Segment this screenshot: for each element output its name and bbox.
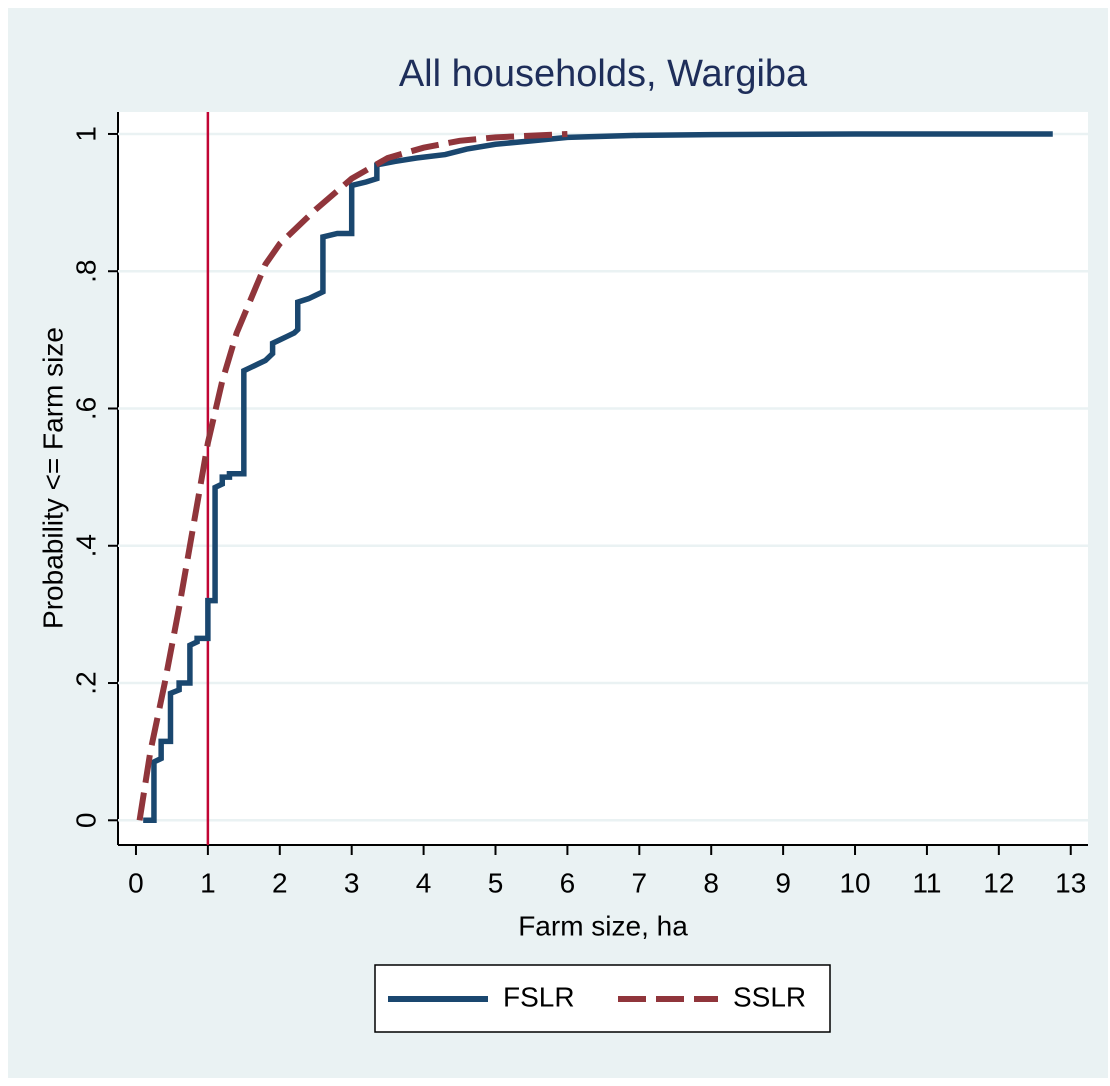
chart-title: All households, Wargiba [399, 53, 808, 95]
y-tick-label: .8 [70, 260, 101, 283]
series-line [143, 131, 1053, 824]
plot-area [118, 112, 1088, 845]
legend-label: FSLR [503, 981, 575, 1012]
x-tick-label: 1 [200, 867, 216, 898]
x-tick-label: 7 [632, 867, 648, 898]
x-axis-title: Farm size, ha [518, 910, 688, 941]
x-tick-label: 4 [416, 867, 432, 898]
x-tick-label: 8 [703, 867, 719, 898]
series-line [136, 130, 568, 821]
legend-label: SSLR [733, 981, 806, 1012]
x-tick-label: 0 [128, 867, 144, 898]
x-tick-label: 10 [839, 867, 870, 898]
y-axis-title: Probability <= Farm size [37, 327, 68, 629]
x-tick-label: 2 [272, 867, 288, 898]
x-tick-label: 6 [560, 867, 576, 898]
y-tick-label: .2 [70, 671, 101, 694]
y-tick-label: .6 [70, 397, 101, 420]
y-tick-label: .4 [70, 534, 101, 557]
x-tick-label: 12 [983, 867, 1014, 898]
y-tick-label: 1 [70, 126, 101, 142]
x-tick-label: 13 [1055, 867, 1086, 898]
x-tick-label: 5 [488, 867, 504, 898]
y-tick-label: 0 [70, 813, 101, 829]
x-tick-label: 11 [912, 867, 941, 898]
x-tick-label: 3 [344, 867, 360, 898]
x-tick-label: 9 [775, 867, 791, 898]
